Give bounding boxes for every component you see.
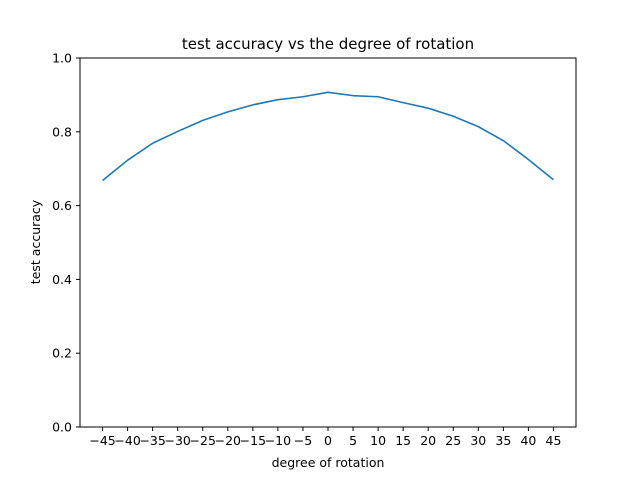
x-tick-label: 0	[324, 433, 332, 448]
x-tick-label: 45	[546, 433, 562, 448]
x-tick-label: 35	[495, 433, 511, 448]
x-tick-label: −45	[89, 433, 115, 448]
x-tick-label: −20	[215, 433, 241, 448]
y-tick-label: 0.2	[52, 346, 72, 361]
x-tick-label: −15	[240, 433, 266, 448]
chart-title: test accuracy vs the degree of rotation	[182, 35, 474, 53]
x-tick-label: 40	[520, 433, 536, 448]
y-axis-ticks: 0.0 0.2 0.4 0.6 0.8 1.0	[52, 51, 80, 435]
x-tick-label: −10	[265, 433, 291, 448]
y-tick-label: 0.6	[52, 198, 72, 213]
x-tick-label: −25	[190, 433, 216, 448]
x-tick-label: 25	[445, 433, 461, 448]
x-axis-label: degree of rotation	[272, 455, 385, 470]
y-axis-label: test accuracy	[28, 199, 43, 284]
x-tick-label: 5	[349, 433, 357, 448]
x-tick-label: −35	[139, 433, 165, 448]
x-tick-label: −5	[294, 433, 312, 448]
x-tick-label: −40	[114, 433, 140, 448]
series-line-0	[102, 91, 554, 182]
axes-frame	[79, 57, 577, 428]
y-tick-label: 0.0	[52, 420, 72, 435]
x-axis-ticks: −45−40−35−30−25−20−15−10 −5 0 5 10 15 20 25 30 35…	[89, 427, 561, 448]
x-tick-label: 20	[420, 433, 436, 448]
x-tick-label: 10	[370, 433, 386, 448]
y-tick-label: 1.0	[52, 51, 72, 66]
x-tick-label: 30	[470, 433, 486, 448]
y-tick-label: 0.8	[52, 124, 72, 139]
x-tick-label: 15	[395, 433, 411, 448]
series-layer	[102, 91, 554, 182]
y-tick-label: 0.4	[52, 272, 72, 287]
x-tick-label: −30	[165, 433, 191, 448]
